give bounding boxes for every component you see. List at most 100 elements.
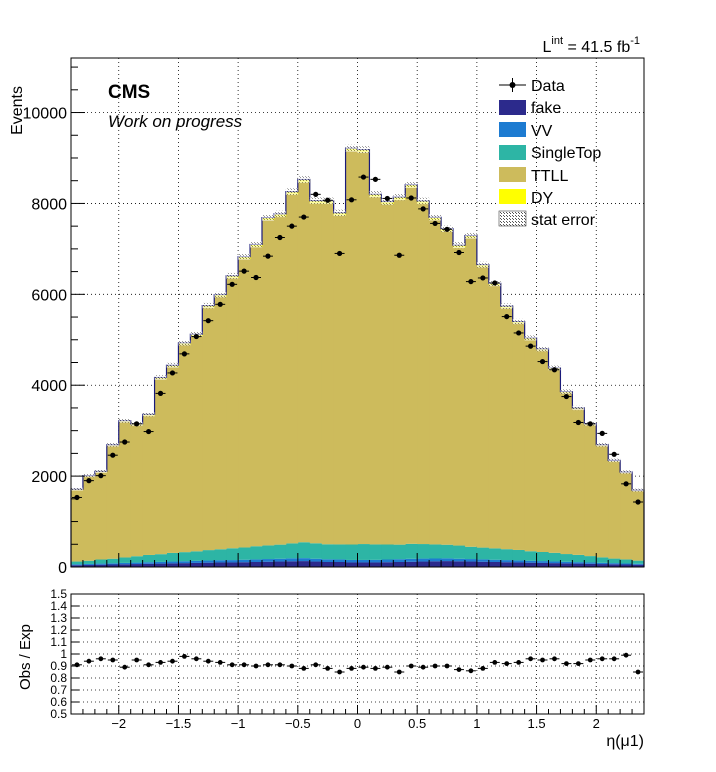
ratio-point [540, 657, 545, 663]
data-point [336, 250, 343, 257]
stack-bar-ttll [130, 424, 144, 557]
legend-label-dy: DY [531, 190, 554, 207]
stack-bar-ttll [333, 215, 347, 545]
stack-bar-vv [632, 563, 645, 565]
ratio-point [361, 664, 366, 670]
stack-bar-ttll [190, 335, 203, 552]
ratio-point [396, 669, 402, 675]
stack-bar-vv [202, 560, 215, 563]
stack-bar-ttll [632, 490, 645, 561]
stack-bar-vv [476, 559, 490, 562]
stack-bar-vv [214, 560, 227, 563]
stack-bar-vv [405, 558, 418, 562]
ratio-point [110, 657, 116, 663]
data-point [98, 473, 104, 479]
ratio-point [528, 656, 533, 662]
data-point [563, 393, 570, 400]
stack-bar-fake [464, 561, 478, 567]
stack-bar-fake [369, 562, 382, 567]
stack-bar-ttll [476, 266, 490, 548]
stack-bar-singletop [512, 549, 526, 561]
legend-entry-singletop: SingleTop [499, 145, 601, 162]
stack-bar-ttll [572, 408, 585, 555]
ratio-x-axis: −2 −1.5 −1 −0.5 0 0.5 1 1.5 2 [70, 705, 645, 731]
data-point [432, 220, 438, 227]
stack-bar-vv [620, 563, 633, 565]
stack-bar-singletop [381, 544, 394, 560]
stack-bar-ttll [321, 203, 335, 545]
stack-bar-vv [524, 560, 538, 563]
stack-bar-singletop [214, 549, 227, 561]
stack-bar-fake [106, 564, 120, 567]
data-point [301, 214, 307, 220]
stack-bar-singletop [632, 560, 645, 564]
ratio-point [229, 662, 235, 668]
stack-bar-singletop [71, 561, 84, 565]
stack-bar-fake [142, 563, 156, 567]
stack-bar-ttll [238, 258, 251, 548]
stack-bar-singletop [118, 557, 132, 563]
legend-entry-stat-error: stat error [498, 210, 596, 229]
ratio-point [420, 664, 426, 670]
stack-bar-vv [226, 560, 239, 563]
stack-bar-singletop [357, 544, 370, 560]
stack-bar-singletop [584, 556, 597, 563]
ratio-y-tick-label: 0.8 [50, 671, 67, 685]
stat-error-band [94, 469, 107, 473]
data-point [277, 234, 283, 241]
stack-bar-fake [118, 564, 132, 567]
stack-bar-ttll [178, 344, 191, 553]
main-data-points [72, 174, 643, 505]
stack-bar-singletop [130, 556, 144, 563]
stack-bar-vv [166, 561, 179, 564]
main-y-axis: 0 2000 4000 6000 8000 10000 [23, 66, 85, 577]
data-point [420, 206, 426, 212]
main-y-tick-label: 8000 [31, 196, 67, 213]
stack-bar-vv [71, 564, 84, 566]
stack-bar-fake [214, 562, 227, 567]
stack-bar-singletop [441, 544, 454, 559]
stack-bar-fake [202, 562, 215, 567]
stack-bar-singletop [250, 546, 263, 560]
stack-bar-vv [309, 558, 323, 562]
data-point [313, 191, 319, 197]
stat-error-band [620, 470, 633, 474]
data-point [599, 430, 605, 436]
stack-bar-singletop [500, 549, 514, 561]
stat-error-band [453, 242, 465, 249]
stat-error-band [285, 188, 298, 195]
stack-bar-fake [250, 562, 263, 567]
stack-bar-vv [333, 559, 347, 563]
stack-bar-singletop [524, 551, 538, 561]
ratio-point [253, 663, 259, 669]
legend-label-fake: fake [531, 100, 561, 117]
stack-bar-fake [345, 562, 358, 567]
data-point [348, 197, 355, 203]
data-point [372, 176, 379, 182]
stack-bar-ttll [202, 307, 215, 551]
data-point [468, 278, 474, 285]
ratio-point [587, 657, 593, 663]
stack-bar-singletop [106, 558, 120, 564]
main-y-tick-label: 6000 [31, 287, 67, 304]
ratio-point [217, 660, 223, 665]
stat-error-band [417, 197, 430, 205]
main-x-ticks [70, 553, 645, 567]
legend-entry-fake: fake [499, 100, 561, 117]
stack-bar-ttll [357, 152, 370, 545]
ratio-y-axis-title: Obs / Exp [17, 624, 34, 690]
stack-bar-fake [238, 562, 251, 567]
stack-bar-fake [512, 562, 526, 567]
stat-error-band [596, 442, 609, 447]
data-point [157, 390, 164, 396]
stat-error-band [357, 146, 370, 154]
stack-bar-singletop [453, 545, 466, 559]
data-point [551, 367, 558, 373]
legend-label-vv: VV [531, 123, 553, 140]
data-point [396, 252, 402, 258]
data-point [325, 197, 331, 203]
stack-bar-fake [166, 563, 179, 567]
data-point [181, 351, 188, 357]
stack-bar-singletop [142, 554, 156, 563]
stack-bar-singletop [94, 559, 108, 564]
